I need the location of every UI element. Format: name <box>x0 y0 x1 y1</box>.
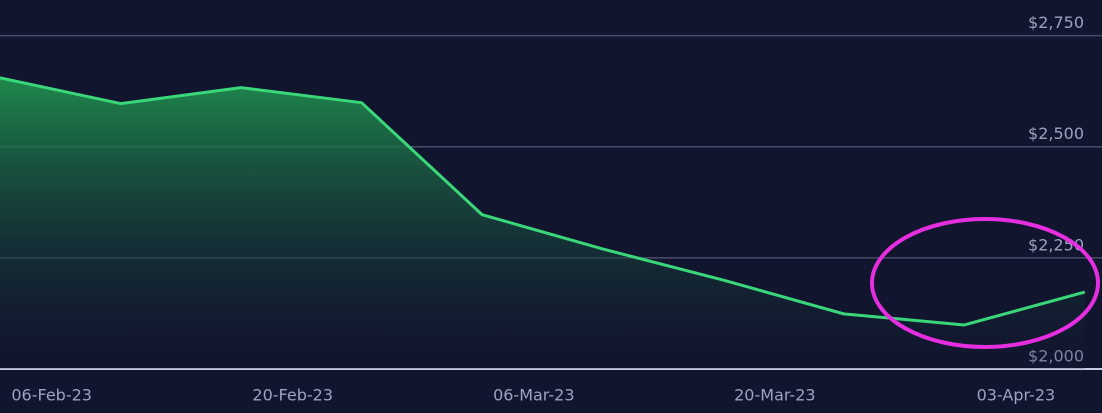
highlight-circle <box>870 217 1100 349</box>
x-tick-label: 03-Apr-23 <box>977 386 1056 405</box>
area <box>0 77 1085 369</box>
line <box>0 76 1086 327</box>
x-tick-label: 20-Feb-23 <box>252 386 333 405</box>
x-tick-label: 20-Mar-23 <box>734 386 815 405</box>
y-tick-label: $2,500 <box>1028 124 1084 143</box>
x-tick-label: 06-Feb-23 <box>11 386 92 405</box>
y-tick-label: $2,750 <box>1028 13 1084 32</box>
x-tick-label: 06-Mar-23 <box>493 386 574 405</box>
